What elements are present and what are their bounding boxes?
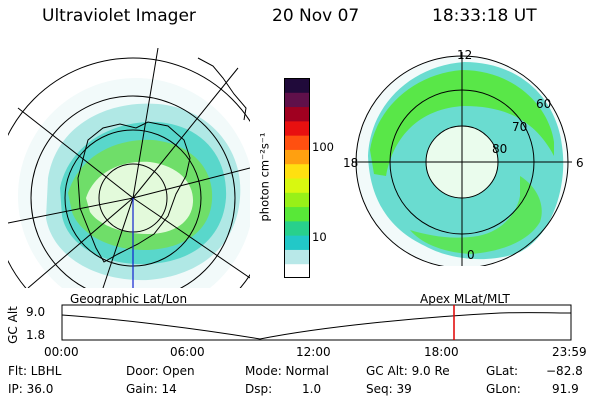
time-tick-0600: 06:00 xyxy=(170,345,205,359)
apex-label: Apex MLat/MLT xyxy=(420,292,510,306)
colorbar-band xyxy=(284,235,310,250)
mlt-label-12: 12 xyxy=(457,48,473,62)
date-label: 20 Nov 07 xyxy=(272,6,360,26)
colorbar-band xyxy=(284,92,310,108)
glat-value: −82.8 xyxy=(546,364,583,378)
colorbar-band xyxy=(284,263,310,278)
colorbar-band xyxy=(284,192,310,208)
dsp-label: Dsp: xyxy=(245,382,273,396)
gain-status: Gain: 14 xyxy=(126,382,177,396)
colorbar-band xyxy=(284,220,310,236)
mode-status: Mode: Normal xyxy=(245,364,329,378)
colorbar-band xyxy=(284,78,310,93)
mlat-label-70: 70 xyxy=(512,120,528,134)
colorbar-tick-10: 10 xyxy=(312,230,327,244)
mlt-label-6: 6 xyxy=(576,156,584,170)
gc-alt-axis-title: GC Alt xyxy=(5,306,20,344)
instrument-title: Ultraviolet Imager xyxy=(42,6,196,26)
time-tick-0000: 00:00 xyxy=(44,345,79,359)
dsp-value: 1.0 xyxy=(302,382,322,396)
mlat-label-80: 80 xyxy=(492,142,508,156)
colorbar-band xyxy=(284,120,310,136)
colorbar-band xyxy=(284,178,310,193)
y-tick-9: 9.0 xyxy=(26,305,46,319)
colorbar-band xyxy=(284,206,310,222)
filter-status: Flt: LBHL xyxy=(8,364,62,378)
geographic-label: Geographic Lat/Lon xyxy=(70,292,188,306)
colorbar xyxy=(284,78,310,278)
y-tick-1.8: 1.8 xyxy=(26,328,46,342)
colorbar-band xyxy=(284,149,310,165)
glon-label: GLon: xyxy=(486,382,521,396)
time-label: 18:33:18 UT xyxy=(432,6,537,26)
gc-alt-status: GC Alt: 9.0 Re xyxy=(366,364,450,378)
time-tick-1200: 12:00 xyxy=(296,345,331,359)
mlt-label-0: 0 xyxy=(467,248,475,262)
colorbar-band xyxy=(284,106,310,122)
door-status: Door: Open xyxy=(126,364,195,378)
ip-status: IP: 36.0 xyxy=(8,382,54,396)
time-tick-2359: 23:59 xyxy=(552,345,587,359)
seq-status: Seq: 39 xyxy=(366,382,412,396)
colorbar-unit-label: photon cm⁻²s⁻¹ xyxy=(257,132,272,222)
mlat-label-60: 60 xyxy=(536,97,552,111)
mlt-label-18: 18 xyxy=(343,156,359,170)
colorbar-tick-100: 100 xyxy=(312,140,334,154)
colorbar-band xyxy=(284,163,310,179)
glon-value: 91.9 xyxy=(552,382,579,396)
geographic-globe-image xyxy=(8,48,250,288)
colorbar-band xyxy=(284,249,310,265)
mlat-mlt-polar-plot xyxy=(352,52,572,266)
glat-label: GLat: xyxy=(486,364,519,378)
colorbar-band xyxy=(284,135,310,150)
time-tick-1800: 18:00 xyxy=(424,345,459,359)
altitude-timeline xyxy=(61,304,572,341)
